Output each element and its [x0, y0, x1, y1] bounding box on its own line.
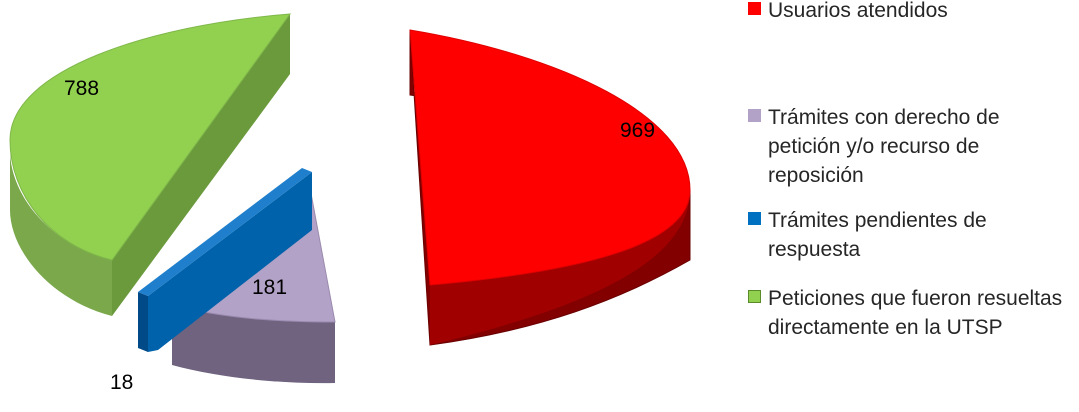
legend-label-tramites-derecho-peticion: Trámites con derecho de petición y/o rec… — [768, 106, 1000, 187]
slice-peticiones-resueltas-top — [9, 13, 292, 261]
legend-item-usuarios-atendidos: Usuarios atendidos — [748, 0, 1076, 25]
slice-usuarios-atendidos-side-dark — [430, 190, 690, 345]
legend-label-tramites-pendientes: Trámites pendientes de respuesta — [768, 209, 987, 261]
legend-swatch-usuarios-atendidos — [748, 2, 761, 15]
data-label-peticiones-resueltas: 788 — [64, 77, 99, 100]
legend-swatch-tramites-pendientes — [748, 212, 761, 225]
data-label-tramites-pendientes: 18 — [110, 371, 133, 394]
slice-tramites-pendientes-top — [138, 168, 312, 296]
slice-tramites-pendientes-front — [138, 292, 148, 352]
legend-swatch-peticiones-resueltas — [748, 290, 761, 303]
slice-tramites-pendientes: 18 — [110, 168, 312, 394]
slice-usuarios-atendidos-top — [409, 29, 691, 286]
chart-legend: Usuarios atendidos Trámites con derecho … — [748, 0, 1076, 407]
data-label-usuarios-atendidos: 969 — [620, 119, 655, 142]
pie-chart-area: 969 181 18 788 — [9, 13, 691, 394]
slice-tramites-pendientes-side — [148, 172, 312, 352]
pie-chart: 969 181 18 788 — [9, 13, 691, 394]
legend-label-usuarios-atendidos: Usuarios atendidos — [768, 0, 948, 22]
legend-item-tramites-pendientes: Trámites pendientes de respuesta — [748, 206, 1076, 264]
slice-usuarios-atendidos: 969 — [409, 29, 691, 346]
slice-peticiones-resueltas-inner — [112, 14, 290, 316]
data-label-tramites-derecho-peticion: 181 — [252, 276, 287, 299]
slice-peticiones-resueltas-side — [10, 150, 112, 316]
legend-item-tramites-derecho-peticion: Trámites con derecho de petición y/o rec… — [748, 103, 1076, 190]
legend-label-peticiones-resueltas: Peticiones que fueron resueltas directam… — [768, 287, 1063, 339]
slice-peticiones-resueltas: 788 — [9, 13, 292, 316]
slice-tramites-derecho-peticion-front — [172, 305, 335, 384]
legend-swatch-tramites-derecho-peticion — [748, 109, 761, 122]
legend-item-peticiones-resueltas: Peticiones que fueron resueltas directam… — [748, 284, 1076, 342]
